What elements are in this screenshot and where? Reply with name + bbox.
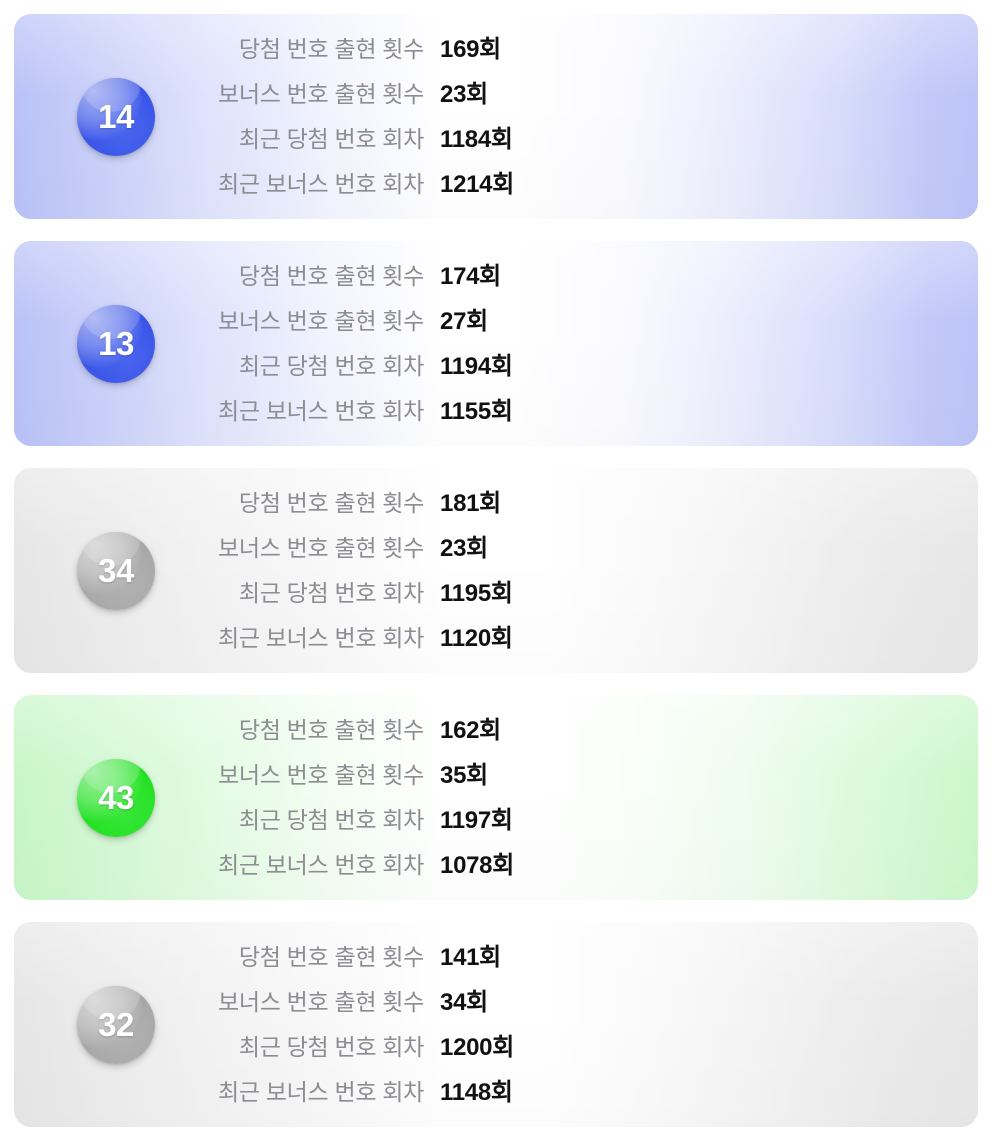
stat-label-last-bonus-round: 최근 보너스 번호 회차 <box>218 851 425 878</box>
stat-label-bonus-count: 보너스 번호 출현 횟수 <box>218 307 425 334</box>
stat-label-win-count: 당첨 번호 출현 횟수 <box>238 943 425 970</box>
lotto-ball-number: 32 <box>98 1006 134 1043</box>
stat-label-bonus-count: 보너스 번호 출현 횟수 <box>218 80 425 107</box>
stat-value-last-bonus-round: 1214회 <box>440 170 514 198</box>
stat-label-last-bonus-round: 최근 보너스 번호 회차 <box>218 624 425 651</box>
lotto-ball-number: 34 <box>98 552 134 589</box>
stat-label-win-count: 당첨 번호 출현 횟수 <box>238 35 425 62</box>
stat-label-bonus-count: 보너스 번호 출현 횟수 <box>218 761 425 788</box>
lotto-ball-container: 32 <box>14 985 218 1064</box>
stat-label-bonus-count: 보너스 번호 출현 횟수 <box>218 988 425 1015</box>
stat-value-last-win-round: 1184회 <box>440 125 513 153</box>
lotto-ball-icon: 43 <box>77 758 155 837</box>
stat-value-bonus-count: 35회 <box>440 761 488 789</box>
lotto-ball-container: 43 <box>14 758 218 837</box>
stat-label-last-bonus-round: 최근 보너스 번호 회차 <box>218 1078 425 1105</box>
ball-gloss-highlight <box>77 531 155 610</box>
stat-value-bonus-count: 27회 <box>440 307 488 335</box>
stat-value-last-win-round: 1200회 <box>440 1033 514 1061</box>
lotto-ball-container: 34 <box>14 531 218 610</box>
stat-label-bonus-count: 보너스 번호 출현 횟수 <box>218 534 425 561</box>
stat-label-last-win-round: 최근 당첨 번호 회차 <box>238 806 425 833</box>
lotto-ball-icon: 32 <box>77 985 155 1064</box>
ball-gloss-highlight <box>77 304 155 383</box>
stat-label-last-win-round: 최근 당첨 번호 회차 <box>238 1033 425 1060</box>
stat-value-bonus-count: 23회 <box>440 534 488 562</box>
stat-value-last-win-round: 1195회 <box>440 579 513 607</box>
stat-value-win-count: 141회 <box>440 943 501 971</box>
stat-label-last-bonus-round: 최근 보너스 번호 회차 <box>218 170 425 197</box>
ball-gloss-highlight <box>77 985 155 1064</box>
stat-value-last-bonus-round: 1155회 <box>440 397 513 425</box>
lotto-ball-container: 13 <box>14 304 218 383</box>
lotto-ball-icon: 14 <box>77 77 155 156</box>
stat-value-last-bonus-round: 1148회 <box>440 1078 513 1106</box>
stat-label-last-win-round: 최근 당첨 번호 회차 <box>238 125 425 152</box>
stat-value-bonus-count: 23회 <box>440 80 488 108</box>
stat-value-bonus-count: 34회 <box>440 988 488 1016</box>
lotto-ball-container: 14 <box>14 77 218 156</box>
stat-value-last-win-round: 1194회 <box>440 352 513 380</box>
ball-gloss-highlight <box>77 758 155 837</box>
lotto-ball-number: 43 <box>98 779 134 816</box>
stat-value-last-bonus-round: 1078회 <box>440 851 514 879</box>
stat-label-win-count: 당첨 번호 출현 횟수 <box>238 489 425 516</box>
lotto-ball-number: 13 <box>98 325 134 362</box>
stat-label-win-count: 당첨 번호 출현 횟수 <box>238 262 425 289</box>
stat-value-win-count: 181회 <box>440 489 501 517</box>
stat-value-last-win-round: 1197회 <box>440 806 513 834</box>
lotto-ball-number: 14 <box>98 98 134 135</box>
stat-value-last-bonus-round: 1120회 <box>440 624 513 652</box>
stat-label-last-win-round: 최근 당첨 번호 회차 <box>238 579 425 606</box>
stat-value-win-count: 174회 <box>440 262 501 290</box>
ball-gloss-highlight <box>77 77 155 156</box>
stat-value-win-count: 169회 <box>440 35 501 63</box>
stat-label-win-count: 당첨 번호 출현 횟수 <box>238 716 425 743</box>
stat-value-win-count: 162회 <box>440 716 501 744</box>
stat-label-last-bonus-round: 최근 보너스 번호 회차 <box>218 397 425 424</box>
stat-label-last-win-round: 최근 당첨 번호 회차 <box>238 352 425 379</box>
lotto-ball-icon: 13 <box>77 304 155 383</box>
lotto-ball-icon: 34 <box>77 531 155 610</box>
